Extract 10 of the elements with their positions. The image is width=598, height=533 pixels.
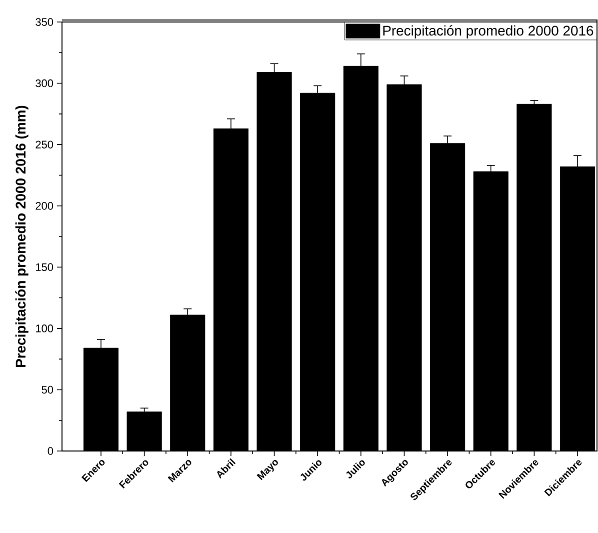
y-tick-label: 250 <box>36 140 54 148</box>
y-tick-label: 300 <box>36 79 54 88</box>
y-tick-label: 100 <box>36 324 54 332</box>
y-tick-label: 350 <box>36 18 54 26</box>
y-tick-label: 50 <box>42 386 54 394</box>
y-tick-label: 0 <box>48 447 54 455</box>
y-axis-title: Precipitación promedio 2000 2016 (mm) <box>15 106 28 367</box>
y-tick-label: 200 <box>36 202 54 210</box>
y-tick-label: 150 <box>36 263 54 272</box>
legend-label: Precipitación promedio 2000 2016 <box>383 25 594 38</box>
